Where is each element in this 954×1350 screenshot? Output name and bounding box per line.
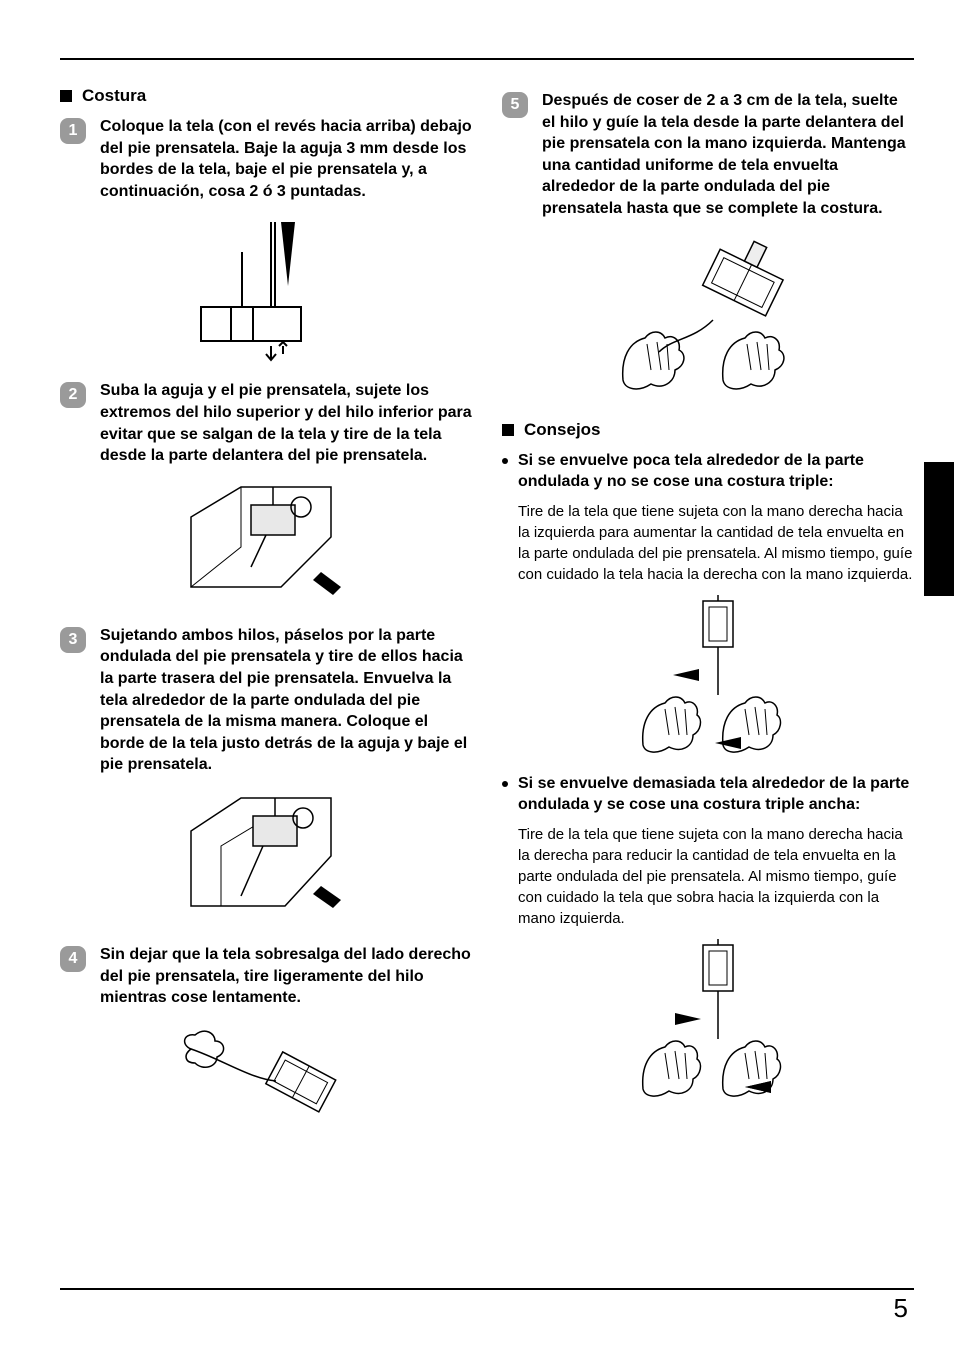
step-text-5: Después de coser de 2 a 3 cm de la tela,… [542,90,914,220]
step-text-4: Sin dejar que la tela sobresalga del lad… [100,944,472,1009]
section-head-consejos: Consejos [502,420,914,440]
square-bullet-icon [502,424,514,436]
bullet-icon [502,458,508,464]
tip2-title: Si se envuelve demasiada tela alrededor … [518,773,914,816]
illus-step2 [60,477,472,607]
diagram-icon [613,595,803,755]
illus-tip2 [502,939,914,1099]
square-bullet-icon [60,90,72,102]
step-text-1: Coloque la tela (con el revés hacia arri… [100,116,472,202]
page: Costura 1 Coloque la tela (con el revés … [0,0,954,1350]
section-title: Costura [82,86,146,106]
step-5: 5 Después de coser de 2 a 3 cm de la tel… [502,90,914,220]
step-3: 3 Sujetando ambos hilos, páselos por la … [60,625,472,776]
left-column: Costura 1 Coloque la tela (con el revés … [60,80,472,1167]
diagram-icon [603,230,813,400]
two-column-layout: Costura 1 Coloque la tela (con el revés … [60,80,914,1167]
illus-step4 [60,1019,472,1149]
illus-tip1 [502,595,914,755]
tips-title: Consejos [524,420,601,440]
right-column: 5 Después de coser de 2 a 3 cm de la tel… [502,80,914,1167]
step-text-2: Suba la aguja y el pie prensatela, sujet… [100,380,472,466]
step-badge-3: 3 [60,627,86,653]
step-badge-2: 2 [60,382,86,408]
step-badge-1: 1 [60,118,86,144]
top-rule [60,58,914,60]
step-text-3: Sujetando ambos hilos, páselos por la pa… [100,625,472,776]
bottom-rule [60,1288,914,1290]
tip1-title: Si se envuelve poca tela alrededor de la… [518,450,914,493]
tip-2: Si se envuelve demasiada tela alrededor … [502,773,914,816]
section-head-costura: Costura [60,86,472,106]
step-badge-5: 5 [502,92,528,118]
tip2-body: Tire de la tela que tiene sujeta con la … [518,824,914,929]
diagram-icon [191,212,341,362]
tip1-body: Tire de la tela que tiene sujeta con la … [518,501,914,585]
tip-1: Si se envuelve poca tela alrededor de la… [502,450,914,493]
step-4: 4 Sin dejar que la tela sobresalga del l… [60,944,472,1009]
bullet-icon [502,781,508,787]
side-tab [924,462,954,596]
diagram-icon [171,1019,361,1149]
illus-step3 [60,786,472,926]
diagram-icon [613,939,803,1099]
illus-step1 [60,212,472,362]
step-1: 1 Coloque la tela (con el revés hacia ar… [60,116,472,202]
step-badge-4: 4 [60,946,86,972]
diagram-icon [181,786,351,926]
diagram-icon [181,477,351,607]
page-number: 5 [894,1293,908,1324]
step-2: 2 Suba la aguja y el pie prensatela, suj… [60,380,472,466]
illus-step5 [502,230,914,400]
